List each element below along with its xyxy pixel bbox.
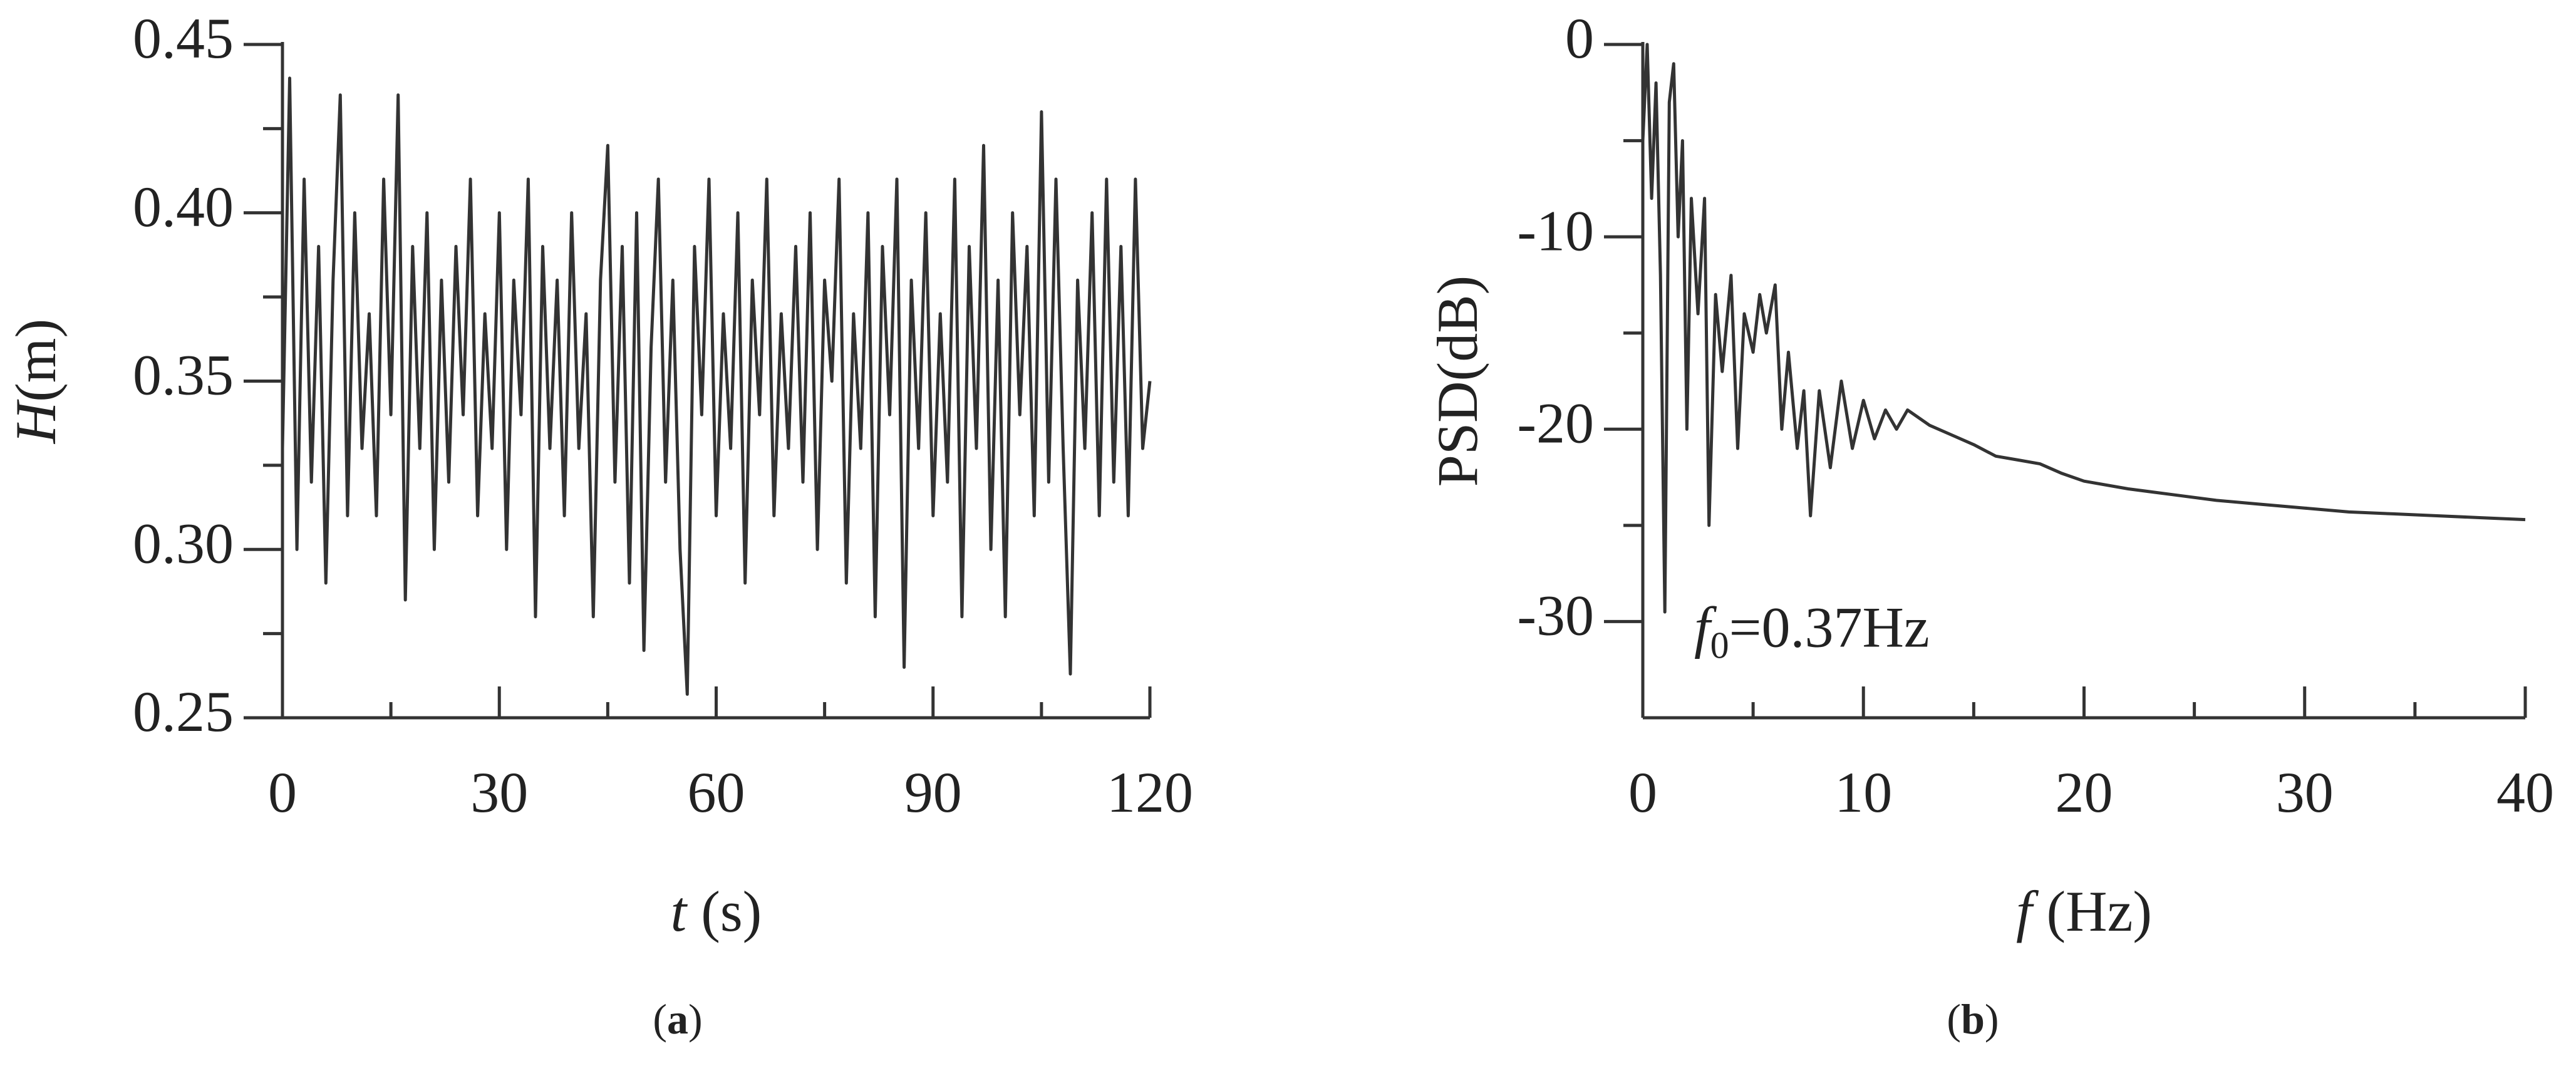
x-axis-label: f (Hz)	[2016, 879, 2152, 943]
caption-open: (	[653, 995, 667, 1043]
y-label-unit: (m)	[4, 319, 68, 402]
y-axis-label: H(m)	[4, 319, 68, 444]
x-label-variable: t	[671, 879, 688, 943]
x-tick-label: 0	[268, 760, 297, 824]
x-label-unit: (Hz)	[2032, 879, 2153, 943]
x-tick-label: 10	[1834, 760, 1892, 824]
y-tick-label: 0.30	[133, 511, 234, 575]
panel-caption: (a)	[653, 995, 702, 1043]
x-tick-label: 0	[1628, 760, 1657, 824]
annotation: f0=0.37Hz	[1694, 595, 1930, 666]
y-label-variable: H	[4, 399, 68, 444]
x-axis-label: t (s)	[671, 879, 762, 943]
caption-close: )	[1985, 995, 1999, 1043]
y-tick-label: 0.40	[133, 175, 234, 239]
x-tick-label: 120	[1107, 760, 1193, 824]
y-tick-label: 0.25	[133, 680, 234, 743]
data-line	[281, 76, 1152, 696]
x-tick-label: 60	[688, 760, 745, 824]
x-tick-label: 20	[2056, 760, 2113, 824]
y-tick-label: -30	[1517, 584, 1594, 648]
y-tick-label: 0.45	[133, 6, 234, 70]
y-label-unit: PSD(dB)	[1425, 276, 1489, 487]
panel-caption: (b)	[1947, 995, 1999, 1043]
annotation-subscript: 0	[1710, 624, 1729, 666]
x-tick-label: 30	[2276, 760, 2334, 824]
caption-letter: b	[1961, 995, 1985, 1043]
caption-open: (	[1947, 995, 1961, 1043]
y-tick-label: -10	[1517, 199, 1594, 262]
caption-letter: a	[667, 995, 688, 1043]
data-line	[1641, 43, 2526, 614]
y-tick-label: -20	[1517, 391, 1594, 455]
y-tick-label: 0.35	[133, 343, 234, 407]
x-label-unit: (s)	[686, 879, 762, 943]
x-tick-label: 90	[904, 760, 962, 824]
caption-close: )	[688, 995, 703, 1043]
annotation-text: =0.37Hz	[1729, 595, 1930, 659]
x-tick-label: 30	[470, 760, 528, 824]
y-tick-label: 0	[1565, 6, 1594, 70]
x-tick-label: 40	[2496, 760, 2554, 824]
y-axis-label: PSD(dB)	[1425, 276, 1489, 487]
